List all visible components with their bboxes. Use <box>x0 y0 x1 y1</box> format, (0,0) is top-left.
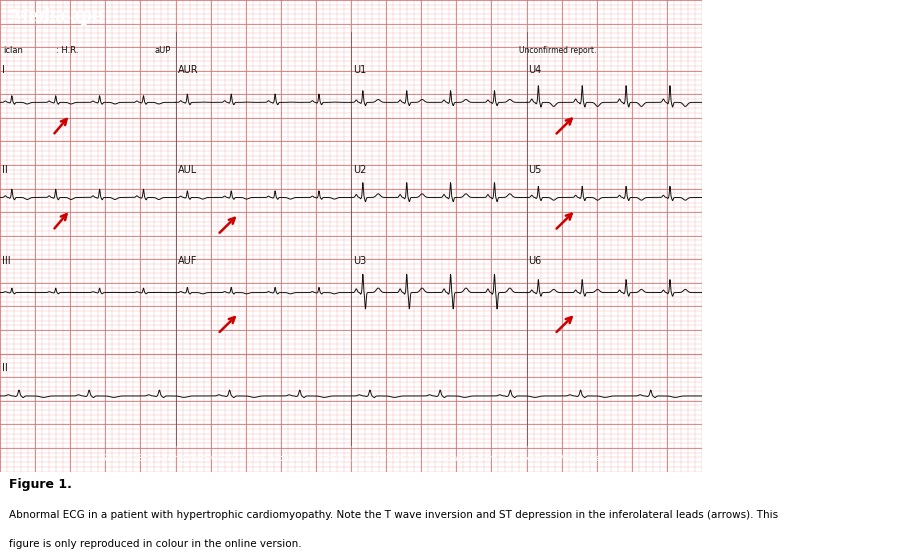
Text: U5: U5 <box>528 165 542 175</box>
Text: II: II <box>2 363 8 373</box>
Text: : H.R.: : H.R. <box>56 46 78 55</box>
Text: U3: U3 <box>353 256 366 266</box>
Text: II: II <box>2 165 8 175</box>
Text: AUF: AUF <box>177 256 197 266</box>
Text: U2: U2 <box>353 165 366 175</box>
Text: figure is only reproduced in colour in the online version.: figure is only reproduced in colour in t… <box>9 539 302 549</box>
Text: AUL: AUL <box>177 165 197 175</box>
Text: I: I <box>2 65 5 75</box>
Text: Figure 1.: Figure 1. <box>9 478 72 492</box>
Text: aUP: aUP <box>155 46 171 55</box>
Text: III: III <box>2 256 11 266</box>
Text: Source: Br J Sports Med © 2013 BMJ Publishing Group Ltd & British Association of: Source: Br J Sports Med © 2013 BMJ Publi… <box>101 454 601 463</box>
Text: Abnormal ECG in a patient with hypertrophic cardiomyopathy. Note the T wave inve: Abnormal ECG in a patient with hypertrop… <box>9 511 778 521</box>
Text: U6: U6 <box>528 256 542 266</box>
Text: Unconfirmed report.: Unconfirmed report. <box>519 46 597 55</box>
Text: iclan: iclan <box>4 46 23 55</box>
Text: AUR: AUR <box>177 65 198 75</box>
Text: U1: U1 <box>353 65 366 75</box>
Text: Medscape: Medscape <box>11 7 104 25</box>
Text: U4: U4 <box>528 65 542 75</box>
